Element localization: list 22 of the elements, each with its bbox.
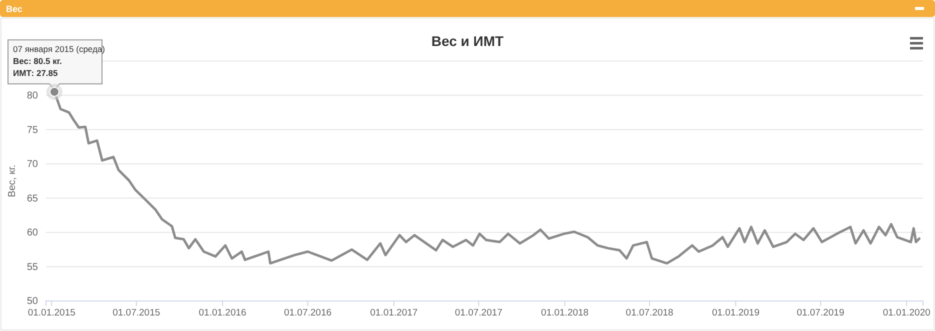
y-tick-label: 60 (26, 228, 38, 239)
x-tick-label: 01.01.2015 (28, 308, 76, 319)
x-tick-label: 01.07.2016 (284, 308, 332, 319)
chart-title: Вес и ИМТ (431, 33, 504, 49)
y-axis-title: Вес, кг. (7, 164, 18, 198)
y-tick-label: 70 (26, 159, 38, 170)
y-tick-label: 55 (26, 262, 38, 273)
text: Вес (6, 4, 22, 14)
x-tick-label: 01.01.2017 (370, 308, 418, 319)
annotation: 07 января 2015 (среда) Вес: 80.5 кг. ИМТ: 27.85 (13, 44, 106, 78)
y-tick-label: 50 (26, 296, 38, 308)
x-tick-label: 01.01.2019 (712, 308, 760, 319)
x-tick-label: 01.01.2020 (882, 308, 930, 319)
y-tick-label: 75 (26, 124, 38, 136)
x-tick-label: 01.07.2018 (626, 308, 674, 319)
x-tick-label: 01.01.2018 (541, 308, 589, 319)
x-tick-label: 01.01.2016 (198, 308, 246, 319)
y-tick-label: 80 (26, 90, 38, 102)
x-tick-label: 01.07.2015 (112, 308, 160, 319)
x-tick-label: 01.07.2017 (454, 308, 502, 319)
y-tick-label: 65 (26, 193, 38, 204)
x-tick-label: 01.07.2019 (796, 308, 844, 319)
